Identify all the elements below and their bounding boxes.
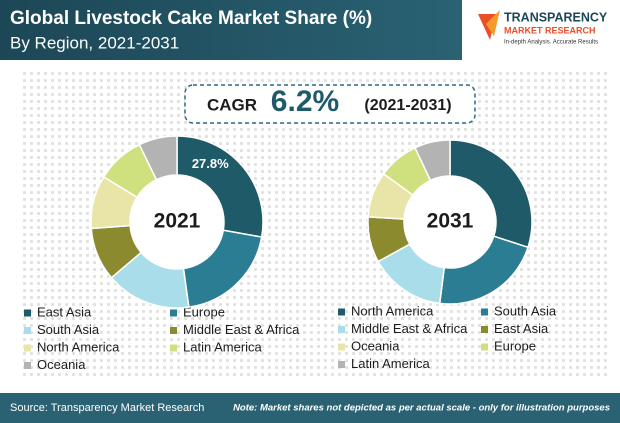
- cagr-label: CAGR: [207, 95, 257, 114]
- legend-label: Oceania: [37, 357, 86, 372]
- data-label: 27.8%: [192, 156, 229, 171]
- legend-swatch: [24, 327, 31, 334]
- legend-swatch: [170, 327, 177, 334]
- donut-segment: [176, 135, 264, 238]
- donut-hole: [405, 177, 495, 267]
- legend-label: Middle East & Africa: [351, 321, 468, 336]
- logo-mark: [486, 10, 500, 36]
- header-bar: [0, 0, 462, 60]
- legend-label: East Asia: [37, 304, 92, 319]
- donut-segment: [138, 135, 178, 181]
- legend-swatch: [481, 308, 488, 316]
- legend-label: Latin America: [351, 356, 431, 371]
- legend-swatch: [170, 309, 177, 317]
- logo-name2: MARKET RESEARCH: [504, 25, 596, 35]
- legend-swatch: [338, 326, 345, 333]
- cagr-box: [184, 84, 476, 124]
- donut-hole: [131, 176, 223, 268]
- cagr-value: 6.2%: [271, 85, 339, 118]
- legend-label: Europe: [494, 338, 536, 353]
- donut-segment: [449, 139, 533, 249]
- donut-segment: [414, 139, 451, 182]
- legend-swatch: [170, 344, 177, 352]
- legend-label: South Asia: [494, 303, 557, 318]
- legend-swatch: [481, 326, 488, 333]
- legend-swatch: [24, 309, 31, 317]
- donut-center-label: 2021: [154, 210, 201, 233]
- legend-swatch: [24, 344, 31, 352]
- legend-label: Oceania: [351, 338, 400, 353]
- cagr-period: (2021-2031): [364, 97, 451, 114]
- legend-label: South Asia: [37, 322, 100, 337]
- legend-label: Europe: [183, 304, 225, 319]
- legend-swatch: [338, 361, 345, 368]
- legend-swatch: [481, 343, 488, 351]
- legend-swatch: [338, 343, 345, 351]
- logo-name: TRANSPARENCY: [504, 10, 608, 24]
- title: Global Livestock Cake Market Share (%): [10, 8, 372, 29]
- legend-label: Middle East & Africa: [183, 322, 300, 337]
- legend-swatch: [24, 362, 31, 369]
- source: Source: Transparency Market Research: [10, 402, 204, 414]
- legend-swatch: [338, 308, 345, 316]
- donut-center-label: 2031: [427, 210, 474, 233]
- logo-tagline: In-depth Analysis. Accurate Results: [504, 40, 598, 46]
- legend-label: Latin America: [183, 339, 263, 354]
- legend-label: North America: [37, 339, 120, 354]
- logo: TRANSPARENCY MARKET RESEARCH In-depth An…: [478, 10, 608, 46]
- footer-bar: [0, 393, 620, 423]
- note: Note: Market shares not depicted as per …: [233, 403, 610, 414]
- legend-label: North America: [351, 303, 434, 318]
- subtitle: By Region, 2021-2031: [10, 33, 179, 52]
- legend-label: East Asia: [494, 321, 549, 336]
